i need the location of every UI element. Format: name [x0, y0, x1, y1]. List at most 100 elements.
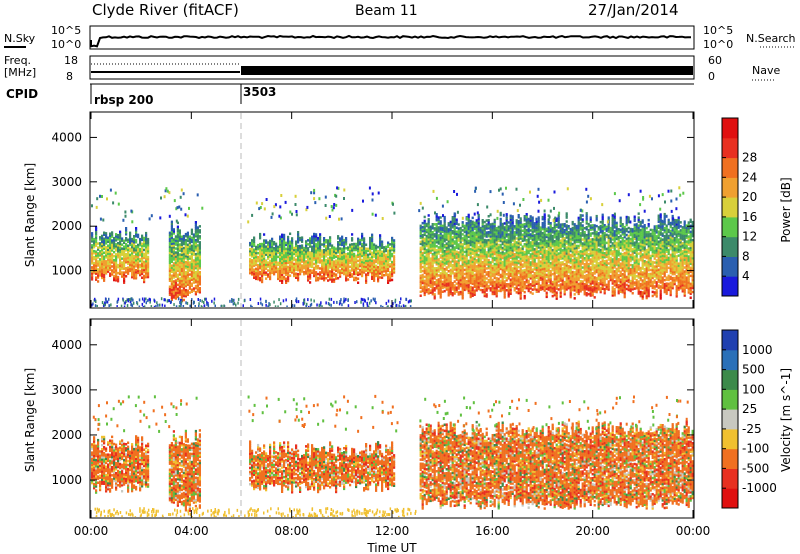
echo-cell [141, 258, 144, 262]
echo-cell [503, 272, 506, 275]
echo-region [249, 231, 396, 284]
echo-cell [275, 244, 278, 248]
echo-cell [435, 281, 438, 284]
echo-cell [427, 292, 430, 295]
echo-cell [479, 276, 482, 280]
echo-cell [375, 260, 378, 264]
echo-cell [467, 279, 470, 283]
echo-cell [145, 233, 148, 237]
echo-cell [363, 269, 366, 272]
echo-cell [174, 265, 177, 268]
echo-cell [573, 287, 576, 290]
echo-cell [541, 269, 544, 273]
echo-cell [99, 254, 102, 257]
echo-cell [537, 260, 540, 263]
echo-cell [575, 246, 578, 250]
echo-cell [119, 266, 122, 270]
echo-cell [287, 241, 290, 245]
echo-cell [113, 274, 116, 278]
echo-cell [192, 243, 195, 246]
echo-cell [190, 282, 193, 285]
echo-cell [387, 279, 390, 282]
echo-cell [433, 235, 436, 238]
echo-cell [131, 265, 134, 269]
echo-cell [501, 224, 504, 228]
echo-cell [441, 230, 444, 234]
echo-cell [439, 292, 442, 295]
echo-cell [517, 283, 520, 287]
echo-cell [192, 253, 195, 256]
echo-cell [277, 249, 280, 253]
echo-cell [467, 223, 470, 227]
echo-cell [117, 236, 120, 239]
echo-cell [285, 241, 288, 245]
echo-cell [117, 244, 120, 247]
echo-cell [533, 234, 536, 237]
echo-cell [176, 269, 179, 273]
echo-cell [529, 223, 532, 226]
echo-cell [441, 284, 444, 288]
echo-cell [293, 246, 296, 250]
echo-cell [363, 257, 366, 260]
echo-cell [475, 267, 478, 270]
echo-cell [271, 271, 274, 275]
echo-cell [563, 247, 566, 250]
echo-cell [307, 265, 310, 268]
echo-cell [180, 297, 183, 300]
echo-cell [105, 270, 108, 273]
echo-cell [441, 256, 444, 260]
echo-cell [103, 267, 106, 270]
echo-cell [489, 263, 492, 266]
echo-cell [437, 218, 440, 221]
echo-cell [559, 225, 562, 228]
echo-cell [565, 250, 568, 253]
echo-cell [465, 230, 468, 233]
echo-cell [471, 234, 474, 238]
echo-cell [311, 259, 314, 263]
echo-cell [565, 280, 568, 283]
echo-cell [419, 240, 422, 244]
echo-cell [129, 249, 132, 253]
echo-cell [495, 242, 498, 246]
station-title: Clyde River (fitACF) [92, 1, 239, 19]
echo-cell [373, 253, 376, 256]
echo-cell [575, 228, 578, 232]
echo-cell [287, 249, 290, 253]
echo-cell [285, 243, 288, 247]
echo-cell [291, 255, 294, 258]
echo-cell [423, 269, 426, 273]
echo-cell [327, 245, 330, 248]
echo-cell [443, 233, 446, 237]
echo-cell [123, 247, 126, 250]
echo-cell [471, 290, 474, 293]
echo-cell [507, 255, 510, 258]
echo-cell [101, 274, 104, 278]
echo-cell [111, 257, 114, 260]
echo-cell [172, 268, 175, 271]
echo-cell [553, 263, 556, 267]
echo-cell [305, 248, 308, 251]
echo-cell [505, 259, 508, 262]
echo-cell [569, 269, 572, 273]
echo-cell [501, 288, 504, 292]
echo-cell [499, 223, 502, 227]
echo-cell [357, 281, 360, 284]
echo-cell [515, 223, 518, 226]
echo-cell [371, 259, 374, 263]
echo-cell [147, 271, 150, 275]
echo-cell [533, 276, 536, 279]
echo-cell [311, 235, 314, 239]
echo-cell [309, 281, 312, 284]
echo-cell [433, 243, 436, 246]
echo-cell [517, 247, 520, 251]
echo-cell [511, 225, 514, 228]
echo-cell [575, 226, 578, 230]
echo-cell [321, 263, 324, 266]
echo-cell [393, 249, 396, 252]
echo-cell [139, 239, 142, 243]
echo-cell [198, 255, 201, 258]
echo-cell [95, 234, 98, 237]
echo-cell [367, 265, 370, 269]
echo-cell [451, 226, 454, 229]
echo-cell [363, 249, 366, 252]
